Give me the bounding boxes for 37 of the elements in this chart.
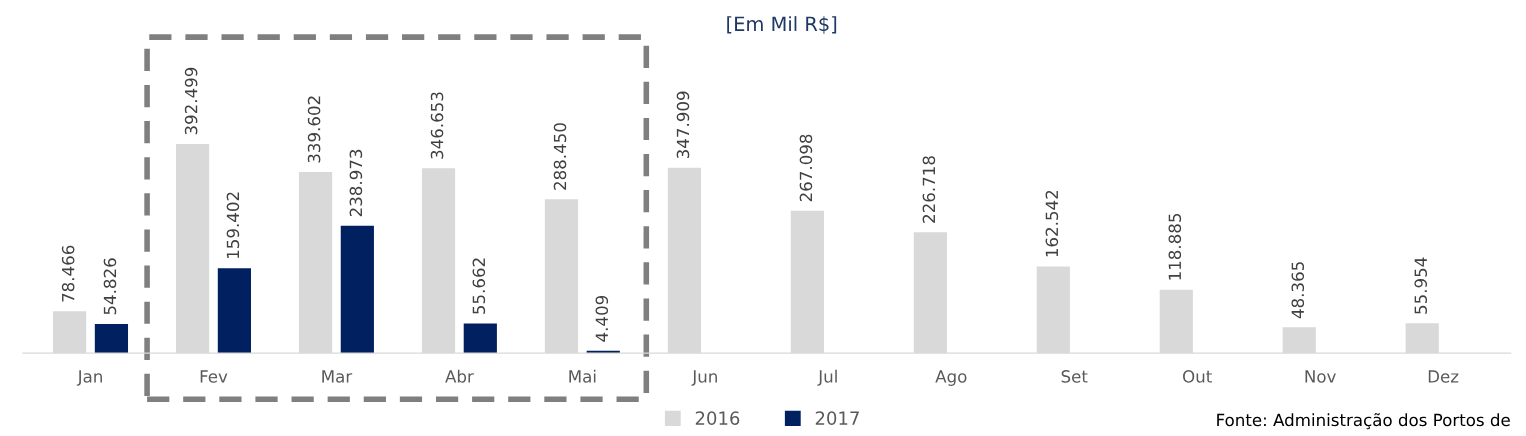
bar (463, 323, 497, 354)
x-tick-label: Set (1061, 370, 1088, 383)
data-label: 347.909 (676, 91, 690, 159)
data-label: 392.499 (184, 67, 198, 135)
data-label: 55.662 (472, 258, 486, 314)
data-label: 162.542 (1045, 190, 1059, 257)
data-label: 54.826 (103, 258, 117, 315)
x-tick-label: Dez (1428, 370, 1459, 383)
x-tick-label: Nov (1305, 370, 1336, 383)
data-label: 118.885 (1168, 213, 1182, 280)
x-tick-label: Abr (445, 369, 474, 383)
legend-label: 2016 (695, 411, 740, 425)
x-tick-label: Jun (691, 370, 717, 386)
x-tick-label: Fev (200, 370, 228, 383)
data-label: 159.402 (226, 192, 240, 258)
data-label: 226.718 (922, 156, 936, 223)
x-tick-label: Ago (935, 370, 967, 386)
data-label: 267.098 (799, 134, 813, 202)
x-tick-label: Out (1183, 370, 1212, 383)
bar (340, 225, 374, 354)
data-label: 238.973 (349, 149, 363, 217)
legend-label: 2017 (815, 411, 859, 425)
data-label: 346.653 (430, 92, 444, 159)
data-label: 288.450 (553, 123, 567, 190)
x-tick-label: Jan (76, 370, 102, 386)
x-tick-label: Mai (569, 369, 596, 383)
x-tick-label: Mar (322, 370, 353, 383)
data-label: 339.602 (307, 96, 321, 163)
data-label: 55.954 (1414, 257, 1428, 314)
chart-title: [Em Mil R$] (727, 16, 837, 34)
data-label: 78.466 (61, 245, 75, 302)
bar (94, 323, 129, 354)
x-tick-label: Jul (817, 369, 837, 386)
data-label: 4.409 (595, 295, 609, 342)
bar (217, 268, 251, 354)
data-label: 48.365 (1291, 262, 1305, 319)
source-note: Fonte: Administração dos Portos de (1217, 413, 1510, 430)
